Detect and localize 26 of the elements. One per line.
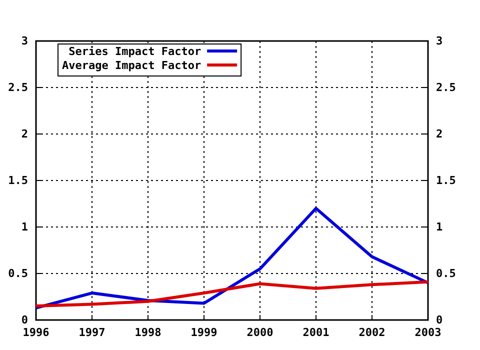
x-tick-label: 1999 [190, 326, 218, 339]
y-tick-label: 2 [21, 128, 28, 141]
legend-label: Average Impact Factor [62, 59, 202, 72]
y2-tick-label: 0 [436, 314, 443, 327]
x-tick-label: 2000 [246, 326, 274, 339]
y-tick-label: 2.5 [8, 81, 28, 94]
x-tick-label: 1996 [22, 326, 50, 339]
y2-tick-label: 1.5 [436, 174, 456, 188]
x-tick-label: 1998 [134, 326, 162, 339]
line-series [34, 206, 430, 310]
y2-tick-label: 2.5 [436, 81, 456, 94]
line-series [34, 280, 430, 308]
y-tick-label: 3 [21, 34, 28, 48]
x-tick-label: 2002 [358, 326, 386, 339]
y-tick-label: 1 [21, 220, 28, 234]
x-tick-label: 2001 [302, 326, 330, 339]
y2-tick-label: 1 [436, 220, 443, 234]
x-tick-label: 1997 [78, 326, 106, 339]
y2-tick-label: 2 [436, 128, 443, 141]
y2-tick-label: 0.5 [436, 267, 456, 280]
y-tick-label: 0 [21, 314, 28, 327]
y-tick-label: 0.5 [8, 267, 28, 280]
x-tick-label: 2003 [414, 326, 442, 339]
legend-label: Series Impact Factor [68, 45, 202, 58]
y2-tick-label: 3 [436, 34, 443, 48]
y-tick-label: 1.5 [8, 174, 28, 188]
